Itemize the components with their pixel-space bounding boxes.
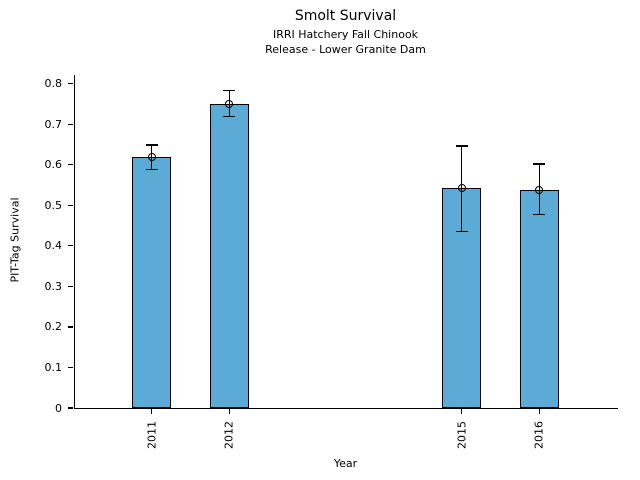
y-tick-label-0.4: 0.4 <box>44 239 63 253</box>
y-tick-label-0.3: 0.3 <box>44 279 63 293</box>
errorbar-cap-top-2015 <box>455 145 468 147</box>
y-tick-label-0.5: 0.5 <box>44 198 63 212</box>
bar-2016 <box>520 190 559 408</box>
y-tick-label-0.2: 0.2 <box>44 320 63 334</box>
chart-title: Smolt Survival <box>294 8 397 24</box>
errorbar-cap-bottom-2011 <box>145 169 158 171</box>
chart-subtitle-line2: Release - Lower Granite Dam <box>265 43 426 56</box>
errorbar-cap-bottom-2015 <box>455 231 468 233</box>
y-tick-label-0.7: 0.7 <box>44 117 63 131</box>
x-tick-label-2012: 2012 <box>222 421 236 449</box>
y-axis-title: PIT-Tag Survival <box>8 197 22 283</box>
y-tick-mark-0.8 <box>68 83 73 85</box>
bar-2011 <box>132 156 171 408</box>
y-tick-label-0: 0 <box>55 401 62 415</box>
x-tick-label-2016: 2016 <box>532 421 546 449</box>
x-tick-mark-2011 <box>151 409 153 414</box>
y-tick-mark-0.2 <box>68 326 73 328</box>
errorbar-cap-top-2011 <box>145 144 158 146</box>
x-tick-mark-2015 <box>461 409 463 414</box>
errorbar-cap-bottom-2012 <box>223 116 236 118</box>
y-tick-label-0.8: 0.8 <box>44 77 63 91</box>
bar-2012 <box>209 103 249 408</box>
errorbar-cap-bottom-2016 <box>533 214 546 216</box>
x-tick-mark-2016 <box>538 409 540 414</box>
point-marker-2011 <box>147 152 156 161</box>
x-axis-title: Year <box>333 457 358 470</box>
y-tick-mark-0 <box>68 407 73 409</box>
errorbar-cap-top-2016 <box>533 163 546 165</box>
y-tick-label-0.1: 0.1 <box>44 360 63 374</box>
y-tick-mark-0.3 <box>68 285 73 287</box>
point-marker-2012 <box>225 99 234 108</box>
y-tick-mark-0.6 <box>68 164 73 166</box>
point-marker-2015 <box>457 184 466 193</box>
y-tick-mark-0.5 <box>68 204 73 206</box>
x-tick-label-2015: 2015 <box>455 421 469 449</box>
y-tick-mark-0.1 <box>68 366 73 369</box>
y-tick-mark-0.7 <box>68 123 73 125</box>
y-tick-mark-0.4 <box>68 245 73 247</box>
bar-2015 <box>442 188 482 408</box>
x-tick-label-2011: 2011 <box>145 421 159 449</box>
errorbar-cap-top-2012 <box>223 90 236 92</box>
x-tick-mark-2012 <box>228 409 230 414</box>
chart-subtitle-line1: IRRI Hatchery Fall Chinook <box>272 28 419 41</box>
plot-area <box>74 75 618 409</box>
point-marker-2016 <box>535 186 544 195</box>
y-tick-label-0.6: 0.6 <box>44 158 63 172</box>
